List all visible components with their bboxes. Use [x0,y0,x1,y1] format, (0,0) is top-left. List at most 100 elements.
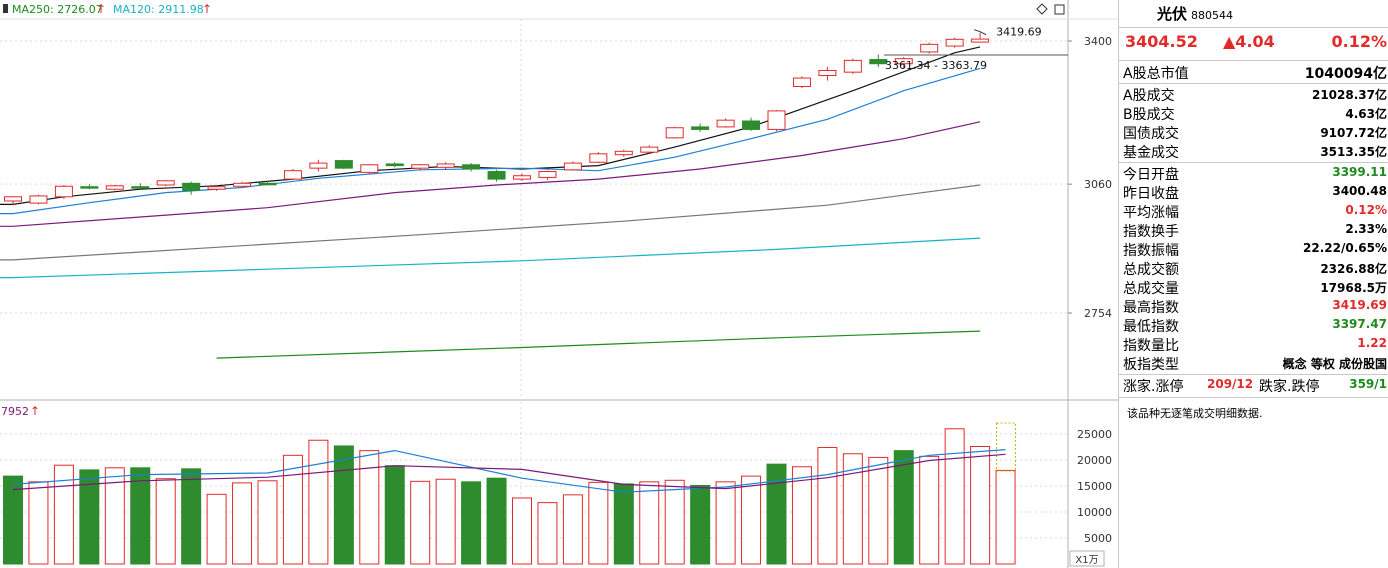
volume-bar [28,481,49,565]
candle-body [894,58,913,65]
candle-body [54,185,73,198]
volume-bar [410,480,431,565]
stat-row: 最高指数 3419.69 [1119,297,1388,316]
volume-bar [995,469,1016,565]
stat-row: B股成交 4.63亿 [1119,104,1388,123]
stat-value: 3399.11 [1332,165,1387,179]
y-tick-label: 3060 [1084,178,1112,191]
candle-body [131,186,150,189]
candle-body [742,120,761,130]
y-unit-label: X1万 [1075,555,1098,566]
candle-body [283,170,302,180]
stat-row: 总成交额 2326.88亿 [1119,259,1388,278]
y-tick-label: 15000 [1077,480,1112,493]
stat-value: 4.63亿 [1345,107,1387,121]
stat-value: 9107.72亿 [1320,126,1387,140]
candle-body [792,77,811,87]
candle-body [4,196,22,202]
ma120-legend: MA120: 2911.98 [113,3,204,16]
stat-row: 基金成交 3513.35亿 [1119,142,1388,161]
candle-body [105,185,124,190]
volume-bar [333,445,354,565]
candle-body [716,119,735,128]
stat-label: 板指类型 [1123,357,1179,373]
volume-bar [232,482,253,565]
stock-title: 光伏 880544 [1157,3,1233,24]
volume-bar [206,493,227,565]
stat-value: 2.33% [1345,222,1387,236]
candle-body [385,163,404,167]
quote-row: 3404.52 ▲4.04 0.12% [1119,30,1388,54]
candle-body [589,153,608,163]
diamond-icon[interactable] [1036,3,1048,15]
y-tick-label: 10000 [1077,506,1112,519]
volume-bar [893,450,914,565]
high-price-label: 3419.69 [996,26,1042,39]
volume-bar [664,479,685,565]
volume-bar [944,428,965,565]
y-tick-label: 3400 [1084,35,1112,48]
stat-row: 昨日收盘 3400.48 [1119,183,1388,202]
volume-bar [282,454,303,565]
stat-label: 总成交额 [1123,262,1179,278]
candle-body [640,146,659,153]
candle-body [691,126,710,130]
volume-bar [308,439,329,565]
candle-body [334,160,353,169]
stat-value: 3400.48 [1332,184,1387,198]
y-tick-label: 5000 [1084,532,1112,545]
volume-ma-line [12,453,1006,491]
candle-body [156,180,175,186]
stock-name: 光伏 [1157,5,1188,23]
high-marker [973,29,987,36]
volume-bar [868,456,889,565]
kline-chart[interactable]: 3400 3060 2754 25000 20000 15000 10000 5000 X1万 3… [0,0,1118,568]
volume-bar [690,484,711,565]
y-tick-label: 2754 [1084,307,1112,320]
divider [1119,83,1388,84]
stat-value: 0.12% [1345,203,1387,217]
volume-bar [639,481,660,565]
stat-row: 板指类型 概念 等权 成份股国 [1119,354,1388,373]
candle-body [258,182,277,186]
maximize-icon[interactable] [1054,4,1065,15]
price-change: ▲4.04 [1223,32,1275,51]
candle-body [29,195,48,204]
divider [1119,162,1388,163]
stat-label: 基金成交 [1123,145,1179,161]
stat-label: 指数换手 [1123,224,1179,240]
stat-row: A股成交 21028.37亿 [1119,85,1388,104]
volume-bar [537,502,558,565]
candle-body [538,171,557,178]
up-count-label: 涨家.涨停 [1123,379,1184,395]
stat-value: 22.22/0.65% [1303,241,1387,255]
stat-row: 指数量比 1.22 [1119,335,1388,354]
stat-row: 国债成交 9107.72亿 [1119,123,1388,142]
stat-value: 3419.69 [1332,298,1387,312]
tick-detail-note: 该品种无逐笔成交明细数据. [1127,407,1263,420]
stat-value: 1040094亿 [1304,66,1387,82]
stat-row: 今日开盘 3399.11 [1119,164,1388,183]
volume-bar [741,475,762,565]
candle-body [818,69,837,77]
ma250-legend: MA250: 2726.07 [12,3,103,16]
candle-body [207,186,226,190]
stat-value: 1.22 [1357,336,1387,350]
candle-body [309,162,328,169]
candle-body [233,182,252,187]
ma250-line [216,330,981,359]
stat-row: 最低指数 3397.47 [1119,316,1388,335]
y-tick-label: 20000 [1077,454,1112,467]
candle-body [767,110,786,130]
kline-chart-area[interactable]: 3400 3060 2754 25000 20000 15000 10000 5000 X1万 3… [0,0,1118,568]
volume-bar [613,483,634,565]
volume-bar [842,453,863,565]
volume-bar [562,494,583,565]
volume-bar [79,469,100,565]
volume-bar [817,447,838,565]
current-price: 3404.52 [1125,32,1198,51]
candle-body [513,175,531,180]
ma120-line [0,237,981,279]
candle-body [436,163,455,168]
stat-label: 最高指数 [1123,300,1179,316]
